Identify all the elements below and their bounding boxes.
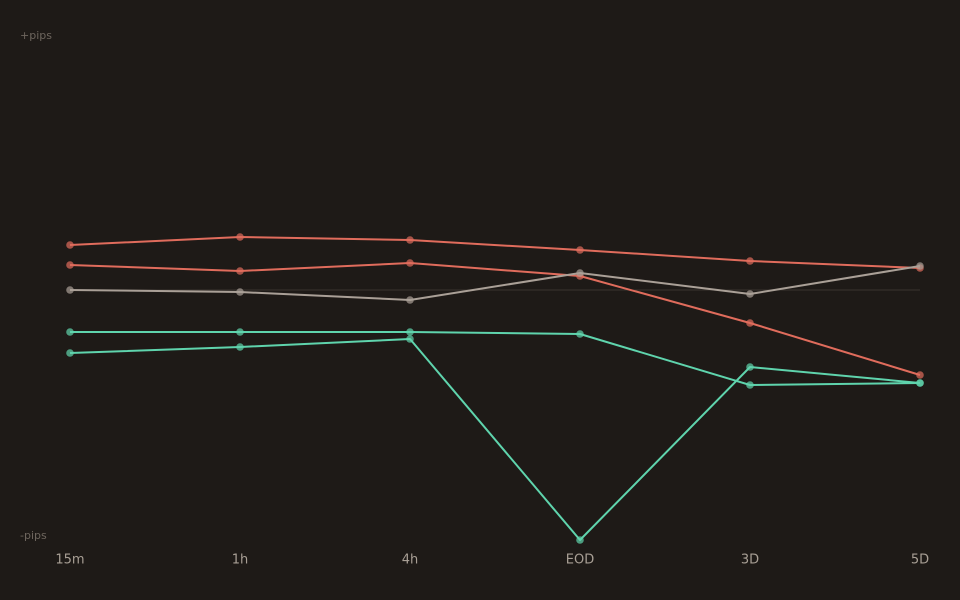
- series-line: [69, 338, 921, 541]
- data-point: [916, 379, 924, 387]
- data-point: [66, 261, 74, 269]
- y-tick-label: -pips: [20, 529, 47, 542]
- data-point: [576, 536, 584, 544]
- data-point: [746, 290, 754, 298]
- data-point: [236, 328, 244, 336]
- data-point: [66, 328, 74, 336]
- x-tick-label: 15m: [55, 553, 84, 568]
- data-point: [576, 246, 584, 254]
- data-point: [746, 257, 754, 265]
- data-point: [66, 241, 74, 249]
- x-tick-label: 3D: [741, 553, 759, 568]
- x-tick-label: 4h: [402, 553, 419, 568]
- data-point: [406, 236, 414, 244]
- data-point: [236, 233, 244, 241]
- data-point: [236, 288, 244, 296]
- x-tick-label: 1h: [232, 553, 249, 568]
- data-point: [746, 319, 754, 327]
- data-point: [576, 330, 584, 338]
- series-line: [69, 262, 921, 376]
- series-line: [69, 265, 921, 301]
- series-line: [70, 331, 921, 386]
- data-point: [236, 343, 244, 351]
- data-point: [236, 267, 244, 275]
- data-point: [66, 349, 74, 357]
- data-point: [406, 328, 414, 336]
- data-point: [746, 381, 754, 389]
- data-point: [406, 259, 414, 267]
- y-tick-label: +pips: [20, 29, 52, 42]
- x-tick-label: 5D: [911, 553, 929, 568]
- data-point: [406, 296, 414, 304]
- data-point: [66, 286, 74, 294]
- data-point: [746, 363, 754, 371]
- data-point: [916, 262, 924, 270]
- x-tick-label: EOD: [566, 553, 594, 568]
- data-point: [406, 335, 414, 343]
- data-point: [576, 269, 584, 277]
- series-line: [69, 236, 921, 269]
- data-point: [916, 371, 924, 379]
